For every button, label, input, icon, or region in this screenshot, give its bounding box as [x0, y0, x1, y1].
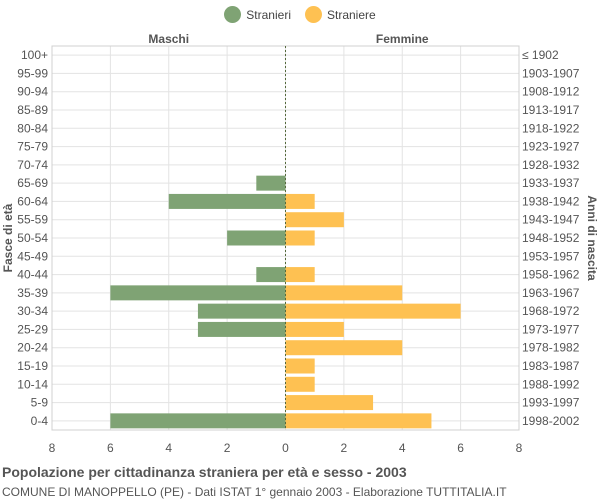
birth-year-label: 1943-1947 — [522, 213, 580, 227]
birth-year-label: 1953-1957 — [522, 249, 580, 263]
x-tick-label: 6 — [107, 441, 114, 455]
birth-year-label: 1933-1937 — [522, 176, 580, 190]
age-group-label: 75-79 — [17, 140, 48, 154]
age-group-label: 5-9 — [31, 396, 49, 410]
legend-item-stranieri[interactable]: Stranieri — [224, 6, 291, 23]
bar-straniere — [285, 376, 315, 392]
bar-straniere — [285, 340, 403, 356]
chart-subtitle: COMUNE DI MANOPPELLO (PE) - Dati ISTAT 1… — [2, 485, 507, 499]
y-axis-label-right: Anni di nascita — [585, 195, 599, 281]
age-group-label: 100+ — [21, 48, 48, 62]
birth-year-label: 1968-1972 — [522, 304, 580, 318]
population-pyramid-chart: Maschi Femmine 8 6 4 2 0 2 4 6 8 100+ ≤ 1902 95-99 190… — [1, 32, 599, 455]
bar-straniere — [285, 395, 374, 411]
x-tick-label: 4 — [399, 441, 406, 455]
age-group-label: 55-59 — [17, 213, 48, 227]
birth-year-label: 1908-1912 — [522, 85, 580, 99]
bar-straniere — [285, 230, 315, 246]
legend-swatch-stranieri — [224, 6, 242, 23]
bar-stranieri — [256, 175, 286, 191]
bar-straniere — [285, 413, 432, 429]
bar-stranieri — [197, 321, 286, 337]
bar-straniere — [285, 285, 403, 301]
legend-swatch-straniere — [304, 6, 322, 23]
birth-year-label: 1938-1942 — [522, 194, 580, 208]
bar-stranieri — [256, 267, 286, 283]
birth-year-label: 1913-1917 — [522, 103, 580, 117]
bar-stranieri — [168, 193, 286, 209]
birth-year-label: 1978-1982 — [522, 341, 580, 355]
age-group-label: 30-34 — [17, 304, 48, 318]
right-panel-label: Femmine — [376, 32, 429, 46]
birth-year-label: 1948-1952 — [522, 231, 580, 245]
birth-year-label: 1903-1907 — [522, 66, 580, 80]
left-panel-label: Maschi — [148, 32, 189, 46]
age-group-label: 15-19 — [17, 359, 48, 373]
age-group-label: 35-39 — [17, 286, 48, 300]
age-group-label: 65-69 — [17, 176, 48, 190]
x-tick-label: 0 — [282, 441, 289, 455]
bar-stranieri — [110, 413, 286, 429]
bar-stranieri — [227, 230, 286, 246]
legend-label-straniere: Straniere — [326, 7, 376, 22]
bar-straniere — [285, 193, 315, 209]
chart-title: Popolazione per cittadinanza straniera p… — [2, 464, 407, 480]
bar-straniere — [285, 212, 344, 228]
bar-stranieri — [110, 285, 286, 301]
age-group-label: 85-89 — [17, 103, 48, 117]
age-group-label: 70-74 — [17, 158, 48, 172]
x-tick-label: 2 — [224, 441, 231, 455]
age-group-label: 45-49 — [17, 249, 48, 263]
legend-label-stranieri: Stranieri — [246, 7, 291, 22]
legend: Stranieri Straniere — [0, 6, 600, 23]
age-group-label: 0-4 — [31, 414, 49, 428]
age-group-label: 10-14 — [17, 377, 48, 391]
age-group-label: 50-54 — [17, 231, 48, 245]
age-group-label: 25-29 — [17, 322, 48, 336]
age-group-label: 80-84 — [17, 121, 48, 135]
age-group-label: 60-64 — [17, 194, 48, 208]
bar-straniere — [285, 358, 315, 374]
bar-stranieri — [197, 303, 286, 319]
x-tick-label: 2 — [341, 441, 348, 455]
bar-straniere — [285, 267, 315, 283]
age-group-label: 40-44 — [17, 268, 48, 282]
birth-year-label: 1923-1927 — [522, 140, 580, 154]
age-group-label: 90-94 — [17, 85, 48, 99]
legend-item-straniere[interactable]: Straniere — [304, 6, 376, 23]
birth-year-label: 1928-1932 — [522, 158, 580, 172]
birth-year-label: ≤ 1902 — [522, 48, 559, 62]
age-group-label: 20-24 — [17, 341, 48, 355]
y-axis-label-left: Fasce di età — [1, 203, 15, 272]
bar-straniere — [285, 303, 461, 319]
birth-year-label: 1973-1977 — [522, 322, 580, 336]
birth-year-label: 1918-1922 — [522, 121, 580, 135]
birth-year-label: 1993-1997 — [522, 396, 580, 410]
age-group-label: 95-99 — [17, 66, 48, 80]
bar-straniere — [285, 321, 344, 337]
birth-year-label: 1963-1967 — [522, 286, 580, 300]
birth-year-label: 1958-1962 — [522, 268, 580, 282]
x-tick-label: 8 — [516, 441, 523, 455]
x-tick-label: 8 — [49, 441, 56, 455]
birth-year-label: 1998-2002 — [522, 414, 580, 428]
x-tick-label: 4 — [165, 441, 172, 455]
birth-year-label: 1988-1992 — [522, 377, 580, 391]
x-tick-label: 6 — [457, 441, 464, 455]
birth-year-label: 1983-1987 — [522, 359, 580, 373]
